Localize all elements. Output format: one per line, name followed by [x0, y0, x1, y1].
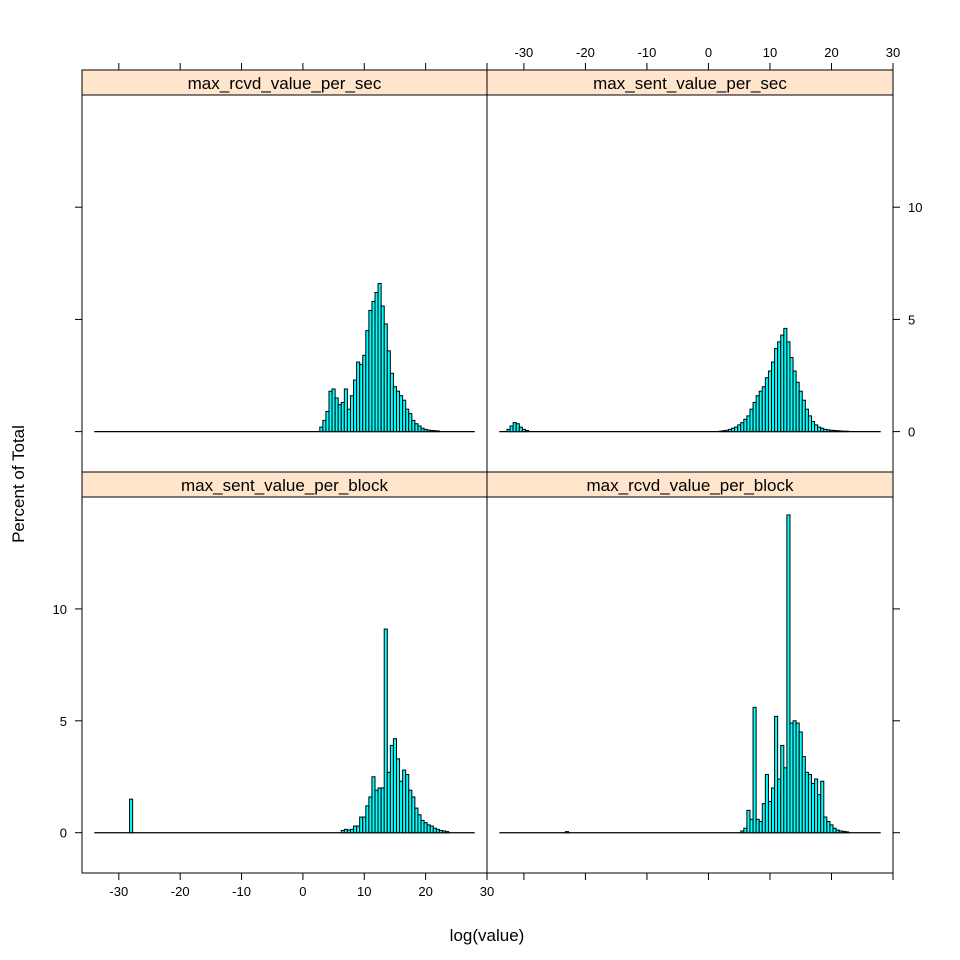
histogram-bar: [445, 831, 450, 834]
panel-frame: [81, 496, 488, 874]
y-tick-label: 0: [908, 425, 915, 440]
strip-background: [81, 69, 488, 96]
strip-label: max_rcvd_value_per_sec: [188, 74, 382, 93]
histogram-bar: [383, 628, 388, 834]
x-tick-label: 0: [299, 884, 306, 899]
x-tick-label: 10: [357, 884, 371, 899]
y-tick-label: 0: [60, 826, 67, 841]
y-axis-title: Percent of Total: [9, 425, 28, 543]
x-tick-label: 30: [886, 45, 900, 60]
histogram-bar: [752, 706, 757, 834]
panel-max-sent-value-per-block: max_sent_value_per_block: [81, 471, 488, 874]
histogram-bar: [524, 429, 530, 433]
x-tick-label: -10: [232, 884, 251, 899]
strip-label: max_sent_value_per_block: [181, 476, 388, 495]
x-tick-label: 0: [705, 45, 712, 60]
panels-layer: max_rcvd_value_per_sec max_sent_value_per…: [81, 69, 894, 874]
x-tick-label: -30: [109, 884, 128, 899]
x-tick-label: 20: [824, 45, 838, 60]
strip-background: [81, 471, 488, 498]
panel-max-rcvd-value-per-sec: max_rcvd_value_per_sec: [81, 69, 488, 473]
y-tick-label: 10: [908, 200, 922, 215]
y-tick-label: 5: [908, 312, 915, 327]
histogram-bar: [435, 430, 440, 433]
axes-layer: -30 -20 -10 0 10 20 30 -30 -20 -10 0 10 20 30 0 5 10 0 5 10: [53, 45, 923, 899]
x-tick-label: 10: [763, 45, 777, 60]
y-tick-label: 5: [60, 714, 67, 729]
histogram-bar: [820, 780, 825, 834]
y-tick-label: 10: [53, 602, 67, 617]
x-tick-label: -10: [638, 45, 657, 60]
panel-frame: [486, 94, 894, 473]
histogram-bar: [786, 514, 791, 834]
x-axis-title: log(value): [450, 926, 525, 945]
histogram-bar: [844, 831, 849, 834]
panel-frame: [486, 496, 894, 874]
x-tick-label: -30: [515, 45, 534, 60]
panel-frame: [81, 94, 488, 473]
strip-label: max_rcvd_value_per_block: [587, 476, 794, 495]
panel-max-rcvd-value-per-block: max_rcvd_value_per_block: [486, 471, 894, 874]
histogram-bar: [774, 715, 779, 834]
strip-background: [486, 69, 894, 96]
x-tick-label: -20: [171, 884, 190, 899]
panel-max-sent-value-per-sec: max_sent_value_per_sec: [486, 69, 894, 473]
strip-label: max_sent_value_per_sec: [593, 74, 787, 93]
x-tick-label: -20: [576, 45, 595, 60]
histogram-bar: [564, 831, 570, 834]
histogram-bar: [129, 798, 134, 834]
strip-background: [486, 471, 894, 498]
x-tick-label: 20: [418, 884, 432, 899]
x-tick-label: 30: [480, 884, 494, 899]
